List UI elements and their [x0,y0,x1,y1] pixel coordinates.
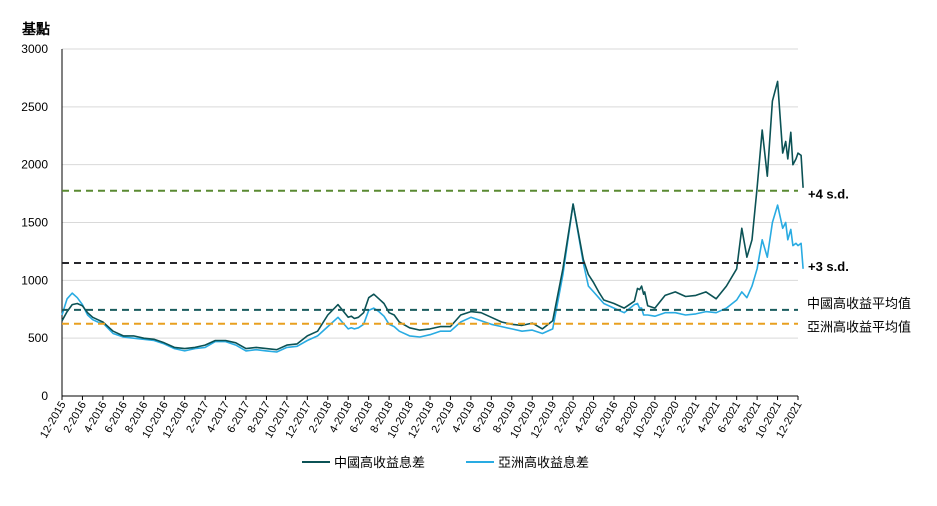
series-line-0 [61,80,804,351]
series-line-1 [61,203,804,353]
gridlines [62,48,798,339]
y-tick-labels: 0 500 1000 1500 2000 2500 3000 [21,42,48,403]
reference-label-1: +3 s.d. [808,259,849,274]
legend-label-1: 亞洲高收益息差 [498,455,589,470]
y-tick-label: 1000 [21,273,48,287]
y-tick-label: 0 [41,389,48,403]
reference-label-3: 亞洲高收益平均值 [807,320,911,335]
y-tick-label: 500 [28,331,48,345]
reference-label-2: 中國高收益平均值 [807,296,911,311]
reference-label-0: +4 s.d. [808,187,849,202]
x-tick-label: 12-2015 [38,400,69,441]
y-tick-label: 1500 [21,216,48,230]
y-tick-label: 2000 [21,158,48,172]
x-tick-labels: 12-20152-20164-20166-20168-201610-201612… [38,396,805,440]
y-tick-label: 2500 [21,100,48,114]
legend-label-0: 中國高收益息差 [334,455,425,470]
legend: 中國高收益息差 亞洲高收益息差 [302,455,589,470]
series-lines [61,80,804,353]
y-tick-label: 3000 [21,42,48,56]
y-axis-label: 基點 [22,21,50,37]
